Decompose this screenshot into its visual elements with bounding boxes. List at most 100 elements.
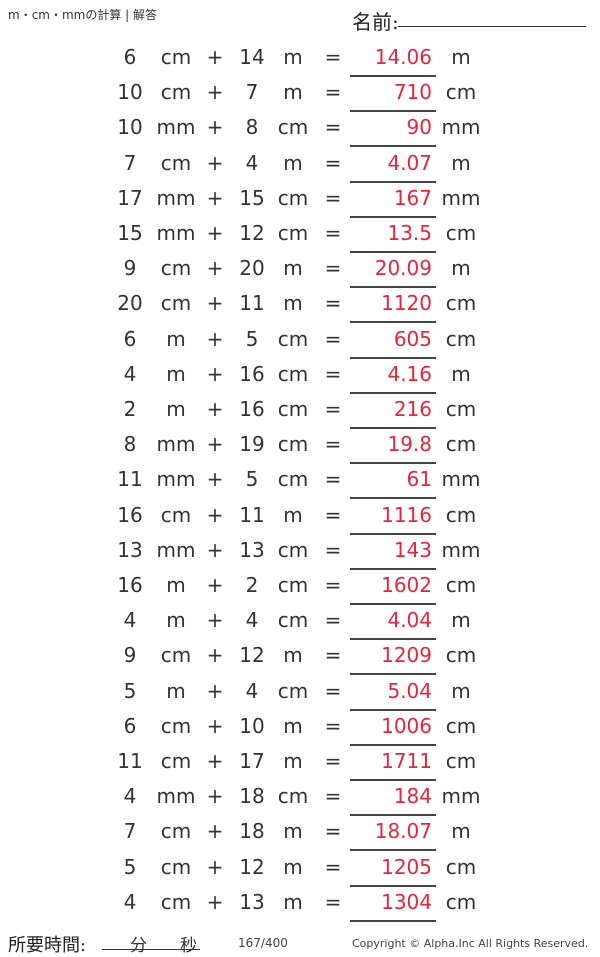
problem-row: 2 m +16 cm = 216 cm — [0, 394, 600, 429]
unit-a: cm — [160, 819, 192, 844]
number-a: 7 — [123, 150, 137, 175]
plus-sign: + — [206, 80, 224, 105]
problem-row: 4 m +4 cm = 4.04 m — [0, 605, 600, 641]
problem-row: 13 mm +13 cm = 143 mm — [0, 535, 600, 570]
answer: 5.04 — [387, 678, 432, 703]
answer-line — [350, 532, 436, 535]
unit-b: m — [283, 643, 303, 668]
number-b: 13 — [239, 889, 265, 914]
problem-row: 10 mm +8 cm = 90 mm — [0, 112, 600, 148]
answer-unit: cm — [445, 221, 477, 245]
number-b: 4 — [245, 678, 259, 703]
unit-a: cm — [160, 256, 192, 281]
number-b: 16 — [239, 361, 265, 386]
equals-sign: = — [324, 608, 342, 633]
equals-sign: = — [324, 713, 342, 738]
unit-a: mm — [156, 467, 196, 492]
answer-line — [350, 638, 436, 641]
answer: 61 — [406, 467, 432, 492]
plus-sign: + — [206, 502, 224, 527]
number-b: 5 — [245, 326, 259, 351]
number-b: 16 — [239, 397, 265, 421]
answer-unit: cm — [445, 713, 477, 738]
number-a: 4 — [123, 784, 137, 809]
unit-b: m — [283, 256, 303, 281]
plus-sign: + — [206, 115, 224, 140]
number-a: 5 — [123, 678, 137, 703]
equals-sign: = — [324, 115, 342, 140]
equals-sign: = — [324, 819, 342, 844]
equals-sign: = — [324, 467, 342, 492]
problem-row: 5 cm +12 m = 1205 cm — [0, 852, 600, 887]
plus-sign: + — [206, 889, 224, 914]
unit-b: cm — [277, 397, 309, 421]
number-a: 9 — [123, 643, 137, 668]
time-label: 所要時間: — [8, 935, 87, 956]
answer: 1116 — [381, 502, 432, 527]
plus-sign: + — [206, 185, 224, 210]
answer-line — [350, 427, 436, 429]
equals-sign: = — [324, 361, 342, 386]
unit-b: m — [283, 749, 303, 773]
unit-b: m — [283, 45, 303, 69]
number-a: 4 — [123, 361, 137, 386]
answer-line — [350, 145, 436, 148]
answer: 605 — [393, 326, 432, 351]
equals-sign: = — [324, 80, 342, 105]
number-a: 4 — [123, 889, 137, 914]
answer: 20.09 — [374, 256, 432, 281]
number-a: 16 — [117, 573, 143, 597]
unit-b: cm — [277, 432, 309, 457]
number-b: 5 — [245, 467, 259, 492]
equals-sign: = — [324, 643, 342, 668]
number-a: 7 — [123, 819, 137, 844]
unit-b: cm — [277, 784, 309, 809]
unit-b: cm — [277, 326, 309, 351]
answer-unit: cm — [445, 889, 477, 914]
answer-line — [350, 814, 436, 817]
answer-unit: cm — [445, 573, 477, 597]
time-field-line — [102, 949, 200, 950]
number-b: 10 — [239, 713, 265, 738]
plus-sign: + — [206, 854, 224, 879]
answer-line — [350, 180, 436, 183]
answer-line — [350, 708, 436, 711]
number-b: 17 — [239, 749, 265, 773]
plus-sign: + — [206, 467, 224, 492]
unit-b: m — [283, 291, 303, 316]
equals-sign: = — [324, 784, 342, 809]
unit-a: m — [166, 326, 186, 351]
problem-row: 6 m +5 cm = 605 cm — [0, 324, 600, 359]
number-a: 10 — [117, 80, 143, 105]
plus-sign: + — [206, 45, 224, 69]
unit-a: cm — [160, 150, 192, 175]
answer-line — [350, 215, 436, 218]
answer-unit: cm — [445, 326, 477, 351]
answer-unit: cm — [445, 854, 477, 879]
number-a: 17 — [117, 185, 143, 210]
equals-sign: = — [324, 889, 342, 914]
number-b: 8 — [245, 115, 259, 140]
answer-line — [350, 391, 436, 394]
unit-b: m — [283, 502, 303, 527]
unit-a: cm — [160, 80, 192, 105]
answer-unit: m — [451, 256, 471, 281]
problem-row: 20 cm +11 m = 1120 cm — [0, 288, 600, 324]
unit-b: m — [283, 150, 303, 175]
unit-a: cm — [160, 291, 192, 316]
unit-a: mm — [156, 432, 196, 457]
number-b: 2 — [245, 573, 259, 597]
number-a: 10 — [117, 115, 143, 140]
problem-row: 4 cm +13 m = 1304 cm — [0, 887, 600, 922]
unit-a: cm — [160, 749, 192, 773]
plus-sign: + — [206, 256, 224, 281]
name-label: 名前: — [352, 10, 399, 34]
answer: 216 — [393, 397, 432, 421]
unit-a: m — [166, 573, 186, 597]
answer-line — [350, 75, 436, 77]
number-b: 13 — [239, 537, 265, 562]
number-a: 13 — [117, 537, 143, 562]
unit-b: cm — [277, 537, 309, 562]
unit-a: cm — [160, 713, 192, 738]
minutes-label: 分 — [130, 936, 147, 956]
